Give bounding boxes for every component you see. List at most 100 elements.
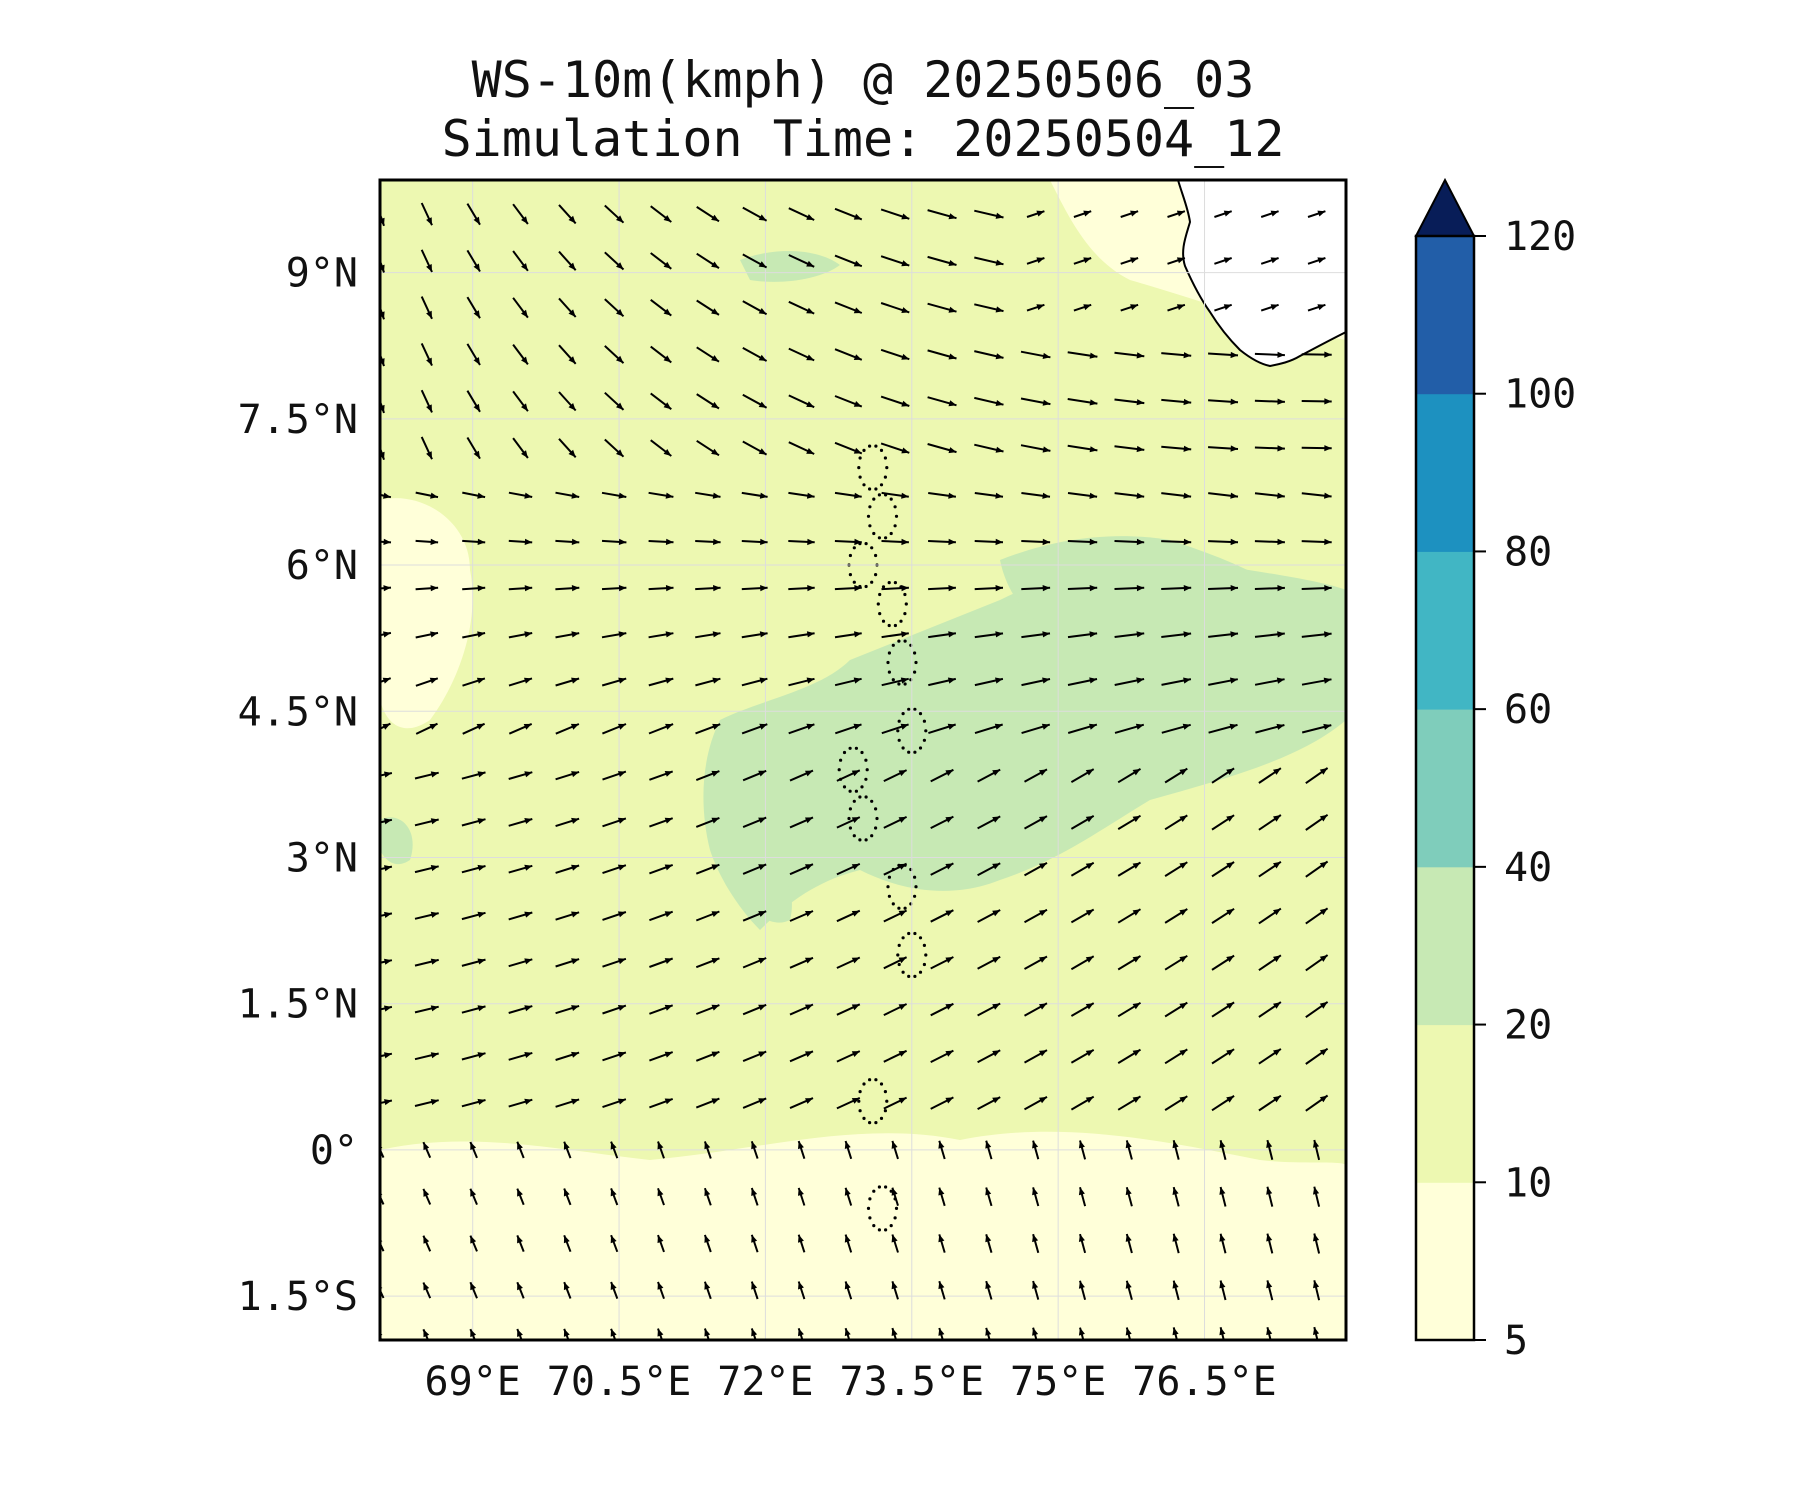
wind-arrow (883, 1096, 908, 1110)
wind-arrow (1172, 1327, 1179, 1340)
atoll-dot (897, 639, 901, 643)
wind-arrow (602, 723, 627, 735)
colorbar-tick-label: 40 (1504, 845, 1552, 891)
wind-arrow (1161, 677, 1192, 686)
wind-arrow (1161, 445, 1192, 452)
wind-arrow (1219, 1139, 1227, 1160)
wind-arrow (414, 771, 439, 780)
atoll-dot (887, 670, 892, 674)
atoll-dot (848, 553, 853, 558)
wind-arrow (1258, 907, 1282, 925)
atoll-dot (881, 619, 886, 623)
wind-arrow (836, 1050, 861, 1063)
wind-arrow (1073, 303, 1092, 312)
wind-arrow (1313, 1280, 1321, 1301)
colorbar-tick-label: 5 (1504, 1318, 1528, 1364)
atoll-dot (868, 444, 872, 448)
wind-arrow (1258, 1001, 1282, 1018)
atoll-dot (889, 1224, 893, 1228)
wind-arrow (789, 816, 814, 829)
wind-arrow (649, 957, 674, 968)
atoll-dot (858, 456, 862, 460)
atoll-dot (854, 789, 859, 793)
wind-arrow (558, 204, 577, 225)
wind-arrow (649, 910, 674, 922)
wind-arrow (602, 817, 627, 828)
wind-arrow (1067, 398, 1098, 406)
wind-arrow (657, 1187, 665, 1206)
wind-arrow (380, 771, 393, 778)
wind-arrow (930, 1096, 954, 1110)
wind-vectors (380, 202, 1332, 1340)
colorbar-segment (1416, 551, 1474, 710)
wind-arrow (563, 1281, 572, 1299)
wind-arrow (649, 1004, 674, 1015)
wind-arrow (1020, 350, 1051, 359)
wind-arrow (466, 436, 481, 460)
wind-arrow (555, 491, 580, 499)
wind-arrow (741, 631, 768, 639)
wind-arrow (891, 1187, 899, 1206)
wind-arrow (380, 818, 393, 825)
wind-arrow (648, 631, 674, 639)
wind-arrow (414, 1005, 439, 1014)
wind-arrow (602, 957, 627, 968)
wind-arrow (1307, 210, 1326, 218)
atoll-dot (903, 682, 907, 686)
wind-arrow (985, 1140, 993, 1160)
atoll-dot (907, 750, 911, 754)
atoll-dot (885, 466, 889, 470)
wind-arrow (1032, 1233, 1040, 1254)
wind-arrow (696, 299, 720, 316)
colorbar-segment (1416, 236, 1474, 395)
atoll-dot (883, 1090, 888, 1094)
wind-arrow (695, 677, 721, 687)
atoll-dot (891, 902, 895, 906)
wind-arrow (1313, 1326, 1320, 1340)
mid-wind-region-southwest-patch (740, 858, 792, 923)
wind-arrow (469, 1188, 478, 1205)
atoll-dot (918, 970, 923, 974)
atoll-dot (914, 885, 918, 889)
wind-arrow (1219, 1280, 1227, 1301)
wind-arrow (703, 1187, 712, 1206)
atoll-dot (862, 448, 866, 452)
wind-arrow (695, 816, 720, 828)
wind-arrow (466, 203, 481, 226)
atoll-dot (893, 581, 898, 585)
wind-arrow (928, 585, 956, 592)
wind-arrow (974, 677, 1004, 687)
wind-arrow (891, 1140, 899, 1160)
atoll-dot (889, 531, 893, 536)
wind-arrow (974, 443, 1004, 453)
wind-arrow (1114, 723, 1145, 734)
lat-tick-label: 1.5°S (238, 1274, 358, 1320)
wind-arrow (1078, 1140, 1087, 1160)
atoll-dot (897, 962, 901, 967)
atoll-dot (901, 970, 905, 974)
wind-arrow (1266, 1186, 1274, 1207)
wind-arrow (881, 723, 909, 735)
wind-arrow (555, 911, 580, 921)
wind-arrow (788, 491, 815, 499)
wind-arrow (789, 863, 814, 876)
wind-arrow (1211, 814, 1235, 831)
wind-arrow (695, 1097, 720, 1109)
wind-arrow (648, 677, 674, 687)
atoll-dot (922, 943, 927, 948)
wind-arrow (415, 722, 438, 735)
wind-arrow (938, 1234, 946, 1253)
atoll-dot (877, 536, 882, 540)
colorbar-extend-arrow (1414, 177, 1476, 237)
wind-arrow (1070, 908, 1095, 924)
wind-arrow (891, 1234, 899, 1253)
atoll-dot (891, 643, 895, 647)
wind-arrow (508, 491, 533, 499)
wind-arrow (555, 864, 580, 874)
lat-axis: 9°N 7.5°N 6°N 4.5°N 3°N 1.5°N 0° 1.5°S (238, 251, 358, 1321)
wind-arrow (797, 1187, 806, 1206)
wind-arrow (422, 1282, 432, 1299)
lon-tick-label: 75°E (1010, 1359, 1106, 1405)
atoll-dot (887, 651, 892, 655)
atoll-dot (922, 962, 927, 967)
